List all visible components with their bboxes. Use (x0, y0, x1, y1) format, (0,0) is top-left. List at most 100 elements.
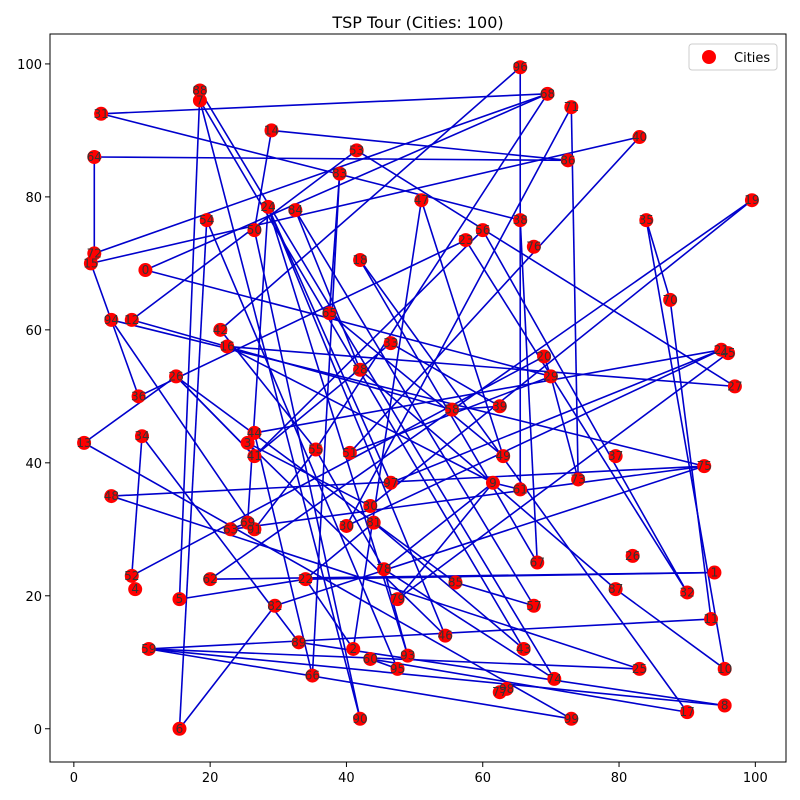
city-point (632, 130, 647, 145)
city-label: 17 (680, 705, 695, 719)
city-point (680, 585, 695, 600)
city-label: 27 (727, 379, 742, 393)
tour-segment (219, 66, 521, 331)
city-label: 89 (291, 635, 306, 649)
city-label: 24 (260, 200, 275, 214)
city-point (526, 239, 541, 254)
tour-segment (178, 90, 201, 600)
tour-segment (328, 173, 341, 314)
city-point (697, 459, 712, 474)
tour-segment (267, 206, 392, 484)
city-point (192, 93, 207, 108)
city-point (414, 193, 429, 208)
tour-segment (615, 588, 726, 670)
tour-segment (294, 209, 361, 371)
city-point (223, 522, 238, 537)
city-label: 53 (349, 143, 364, 157)
city-point (124, 312, 139, 327)
tour-segment (130, 436, 143, 576)
city-label: 30 (363, 499, 378, 513)
tour-segment (90, 136, 640, 265)
city-point (608, 582, 623, 597)
city-point (104, 489, 119, 504)
tour-segment (247, 442, 446, 637)
city-label: 57 (526, 599, 541, 613)
city-label: 13 (76, 436, 91, 450)
city-label: 10 (717, 662, 732, 676)
city-label: 42 (213, 323, 228, 337)
city-point (264, 123, 279, 138)
tour-segment (83, 375, 177, 444)
city-point (492, 399, 507, 414)
city-label: 6 (176, 722, 184, 736)
city-label: 64 (87, 150, 102, 164)
city-label: 30 (339, 519, 354, 533)
chart-title: TSP Tour (Cities: 100) (331, 13, 503, 32)
city-label: 95 (390, 662, 405, 676)
tour-segment (274, 465, 705, 607)
city-label: 14 (264, 123, 279, 137)
city-label: 47 (414, 193, 429, 207)
city-label: 83 (332, 167, 347, 181)
city-point (305, 668, 320, 683)
legend: Cities (688, 43, 778, 71)
city-point (513, 60, 528, 75)
tour-segment (110, 319, 256, 530)
city-label: 0 (142, 263, 150, 277)
city-point (608, 449, 623, 464)
tour-segment (315, 449, 385, 570)
x-tick-label: 100 (743, 771, 768, 786)
city-point (363, 651, 378, 666)
city-label: 94 (104, 313, 119, 327)
plot-frame (49, 33, 787, 763)
city-label: 8 (721, 698, 729, 712)
city-point (707, 565, 722, 580)
legend-label: Cities (734, 51, 770, 66)
city-point (496, 449, 511, 464)
city-label: 82 (267, 599, 282, 613)
city-point (458, 233, 473, 248)
city-point (138, 263, 153, 278)
city-label: 62 (203, 572, 218, 586)
city-label: 21 (714, 343, 729, 357)
x-tick-label: 20 (202, 771, 219, 786)
city-point (526, 598, 541, 613)
city-label: 15 (83, 256, 98, 270)
city-point (308, 442, 323, 457)
tour-segment (267, 206, 446, 636)
city-point (353, 362, 368, 377)
city-label: 44 (247, 426, 262, 440)
x-tick-label: 60 (474, 771, 491, 786)
tour-segment (304, 578, 354, 650)
city-point (339, 518, 354, 533)
y-tick-label: 100 (17, 58, 42, 73)
city-point (383, 475, 398, 490)
city-point (220, 339, 235, 354)
x-tick-label: 80 (611, 771, 628, 786)
city-label: 59 (141, 642, 156, 656)
tour-segment (253, 342, 392, 457)
city-label: 91 (247, 522, 262, 536)
tour-segment (254, 349, 722, 434)
city-point (131, 389, 146, 404)
city-label: 60 (363, 652, 378, 666)
city-label: 63 (223, 522, 238, 536)
city-label: 49 (496, 449, 511, 463)
city-label: 87 (608, 582, 623, 596)
city-label: 68 (540, 87, 555, 101)
city-point (717, 661, 732, 676)
city-point (537, 349, 552, 364)
city-point (169, 369, 184, 384)
city-point (247, 223, 262, 238)
tour-segment (294, 209, 535, 607)
city-point (516, 641, 531, 656)
city-point (366, 515, 381, 530)
tour-segment (175, 375, 456, 584)
tour-segment (397, 352, 729, 600)
city-label: 97 (383, 476, 398, 490)
tour-segment (101, 93, 548, 115)
tour-segment (356, 149, 736, 388)
